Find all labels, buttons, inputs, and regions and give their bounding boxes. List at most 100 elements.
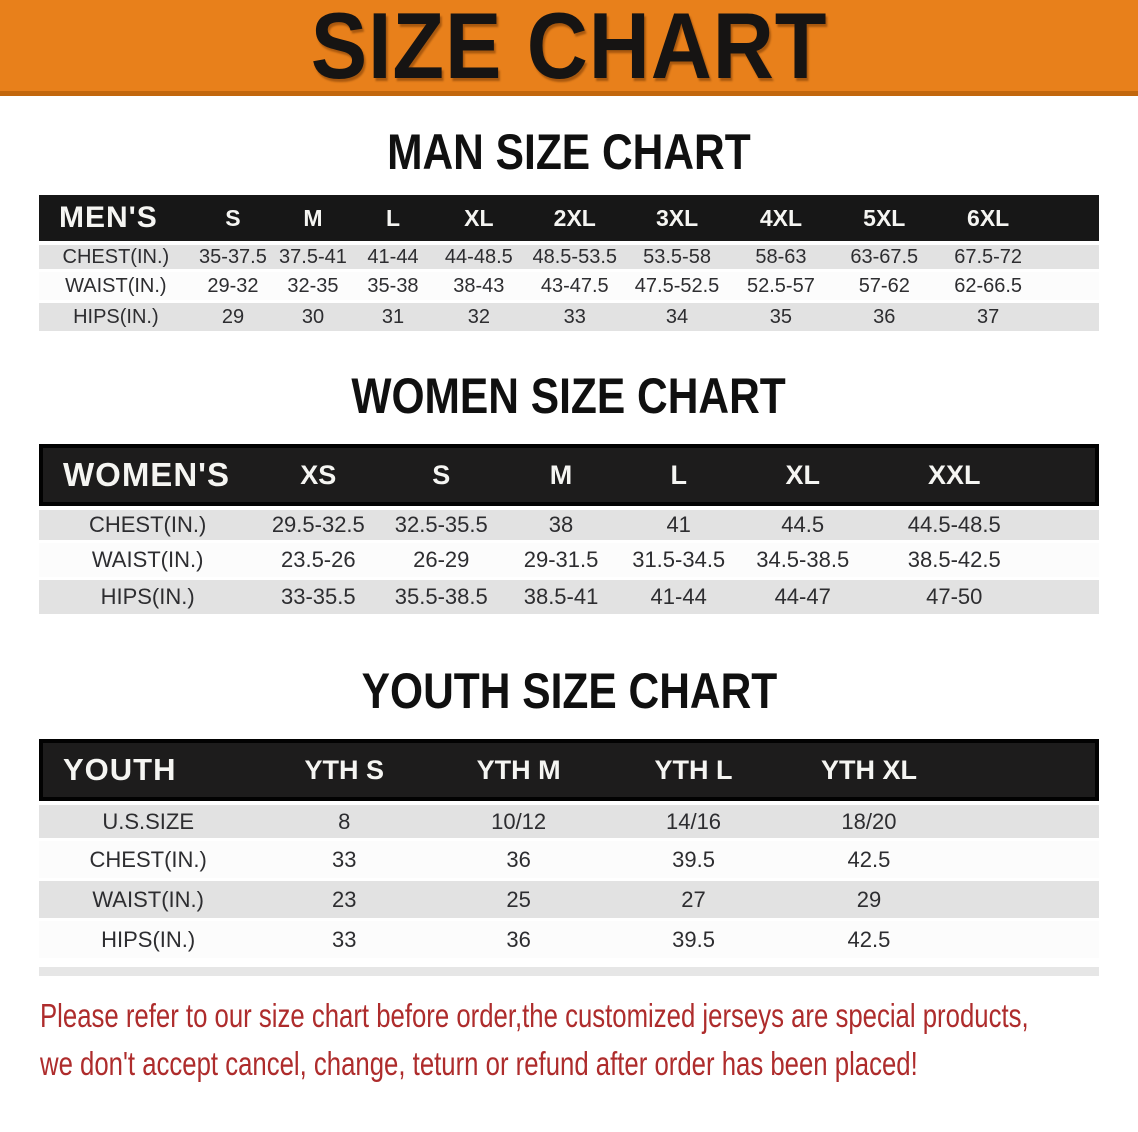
filler-cell — [956, 881, 1099, 921]
men-size-table: MEN'S S M L XL 2XL 3XL 4XL 5XL 6XL CHEST(IN.) 35-37… — [39, 195, 1099, 334]
size-value: 44-47 — [737, 580, 868, 617]
size-value: 10/12 — [431, 801, 607, 841]
table-bottom-strip — [39, 967, 1099, 976]
title-banner: SIZE CHART — [0, 0, 1138, 96]
women-size-column-header: M — [502, 444, 620, 506]
women-section-heading: WOMEN SIZE CHART — [351, 368, 787, 424]
size-value: 27 — [606, 881, 781, 921]
filler-cell — [956, 801, 1099, 841]
women-size-column-header: S — [380, 444, 503, 506]
women-size-column-header: XS — [256, 444, 381, 506]
women-size-column-header: L — [619, 444, 738, 506]
size-value: 32.5-35.5 — [380, 506, 503, 543]
size-value: 35.5-38.5 — [380, 580, 503, 617]
men-size-column-header: 2XL — [524, 195, 626, 241]
size-value: 67.5-72 — [935, 241, 1041, 272]
size-value: 44.5-48.5 — [867, 506, 1041, 543]
men-size-column-header: M — [273, 195, 353, 241]
size-value: 34 — [625, 303, 729, 334]
measurement-label: WAIST(IN.) — [39, 272, 193, 303]
men-size-column-header: 6XL — [935, 195, 1041, 241]
filler-cell — [1040, 241, 1099, 272]
size-value: 47.5-52.5 — [625, 272, 729, 303]
youth-size-table: YOUTH YTH S YTH M YTH L YTH XL U.S.SIZE 8 10/12… — [39, 739, 1099, 961]
women-measurement-row: WAIST(IN.) 23.5-26 26-29 29-31.5 31.5-34.5 34… — [39, 543, 1099, 580]
men-size-column-header: 3XL — [625, 195, 729, 241]
women-size-column-header: XXL — [867, 444, 1041, 506]
size-value: 8 — [257, 801, 432, 841]
size-value: 23.5-26 — [256, 543, 381, 580]
size-value: 26-29 — [380, 543, 503, 580]
filler-cell — [1040, 272, 1099, 303]
filler-cell — [1040, 195, 1099, 241]
men-size-column-header: L — [352, 195, 434, 241]
measurement-label: CHEST(IN.) — [39, 841, 258, 881]
size-value: 31.5-34.5 — [619, 543, 738, 580]
measurement-label: HIPS(IN.) — [39, 303, 193, 334]
men-table-title: MEN'S — [39, 195, 193, 241]
measurement-label: WAIST(IN.) — [39, 881, 258, 921]
measurement-label: HIPS(IN.) — [39, 921, 258, 961]
size-value: 36 — [832, 303, 936, 334]
women-size-column-header: XL — [737, 444, 868, 506]
filler-cell — [956, 739, 1099, 801]
size-value: 18/20 — [780, 801, 957, 841]
size-value: 30 — [273, 303, 353, 334]
size-value: 33 — [524, 303, 626, 334]
measurement-label: CHEST(IN.) — [39, 506, 257, 543]
measurement-label: CHEST(IN.) — [39, 241, 193, 272]
size-value: 37.5-41 — [273, 241, 353, 272]
size-value: 62-66.5 — [935, 272, 1041, 303]
women-size-table: WOMEN'S XS S M L XL XXL CHEST(IN.) 29.5-32.5 32.5… — [39, 444, 1099, 617]
size-value: 29-32 — [192, 272, 274, 303]
size-value: 41-44 — [619, 580, 738, 617]
women-header-row: WOMEN'S XS S M L XL XXL — [39, 444, 1099, 506]
men-section: MAN SIZE CHART MEN'S S M L XL 2XL 3XL 4XL 5XL 6XL… — [0, 126, 1138, 334]
size-value: 53.5-58 — [625, 241, 729, 272]
disclaimer-text: Please refer to our size chart before or… — [40, 992, 1138, 1088]
size-value: 35-38 — [352, 272, 434, 303]
youth-header-row: YOUTH YTH S YTH M YTH L YTH XL — [39, 739, 1099, 801]
filler-cell — [1040, 444, 1099, 506]
men-size-column-header: S — [192, 195, 274, 241]
measurement-label: HIPS(IN.) — [39, 580, 257, 617]
measurement-label: WAIST(IN.) — [39, 543, 257, 580]
youth-size-column-header: YTH S — [257, 739, 432, 801]
women-table-title: WOMEN'S — [39, 444, 257, 506]
disclaimer-line-2: we don't accept cancel, change, teturn o… — [40, 1045, 918, 1082]
size-value: 36 — [431, 921, 607, 961]
filler-cell — [956, 921, 1099, 961]
size-value: 38 — [502, 506, 620, 543]
size-value: 41 — [619, 506, 738, 543]
page-title: SIZE CHART — [310, 0, 828, 98]
size-value: 14/16 — [606, 801, 781, 841]
men-section-heading: MAN SIZE CHART — [387, 124, 751, 180]
size-value: 35-37.5 — [192, 241, 274, 272]
size-value: 44.5 — [737, 506, 868, 543]
size-value: 39.5 — [606, 841, 781, 881]
filler-cell — [956, 841, 1099, 881]
size-value: 29.5-32.5 — [256, 506, 381, 543]
size-value: 63-67.5 — [832, 241, 936, 272]
size-value: 52.5-57 — [728, 272, 833, 303]
youth-section: YOUTH SIZE CHART YOUTH YTH S YTH M YTH L YTH… — [0, 665, 1138, 976]
size-value: 38.5-41 — [502, 580, 620, 617]
men-measurement-row: WAIST(IN.) 29-32 32-35 35-38 38-43 43-47.5 47.… — [39, 272, 1099, 303]
men-size-column-header: 5XL — [832, 195, 936, 241]
men-measurement-row: HIPS(IN.) 29 30 31 32 33 34 35 36 37 — [39, 303, 1099, 334]
size-value: 29-31.5 — [502, 543, 620, 580]
size-value: 41-44 — [352, 241, 434, 272]
women-measurement-row: CHEST(IN.) 29.5-32.5 32.5-35.5 38 41 44.5 44.5… — [39, 506, 1099, 543]
size-value: 47-50 — [867, 580, 1041, 617]
size-value: 29 — [192, 303, 274, 334]
size-value: 43-47.5 — [524, 272, 626, 303]
youth-size-column-header: YTH M — [431, 739, 607, 801]
youth-table-title: YOUTH — [39, 739, 258, 801]
size-value: 58-63 — [728, 241, 833, 272]
youth-size-column-header: YTH L — [606, 739, 781, 801]
youth-size-column-header: YTH XL — [780, 739, 957, 801]
size-value: 33 — [257, 841, 432, 881]
size-value: 39.5 — [606, 921, 781, 961]
size-value: 38.5-42.5 — [867, 543, 1041, 580]
size-value: 34.5-38.5 — [737, 543, 868, 580]
